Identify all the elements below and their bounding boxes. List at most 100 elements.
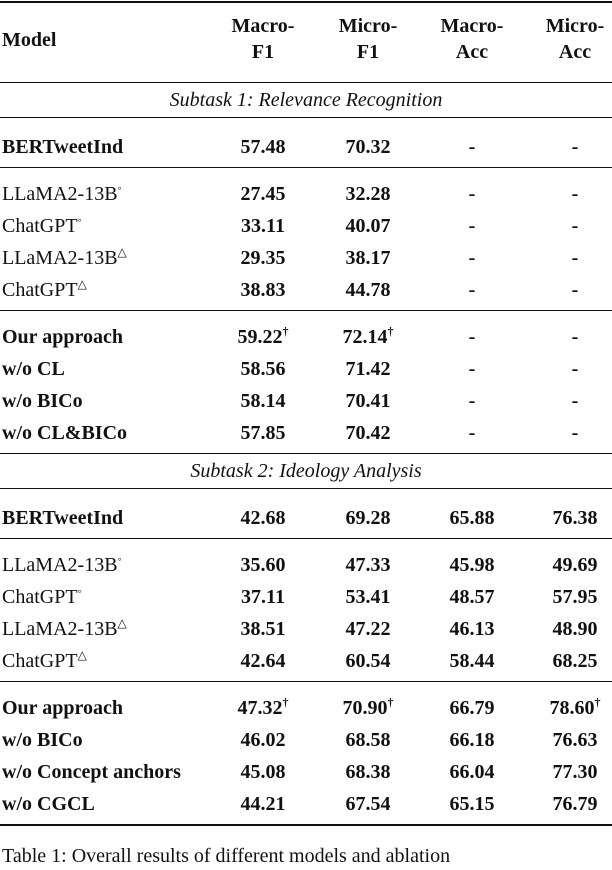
superscript-marker: † (282, 324, 289, 338)
value-cell: 68.58 (345, 729, 391, 751)
value-cell: 60.54 (345, 650, 391, 672)
model-name: w/o Concept anchors (2, 761, 181, 783)
cell-text: LLaMA2-13B (2, 183, 118, 205)
cell-text: 70.90 (342, 697, 388, 719)
cell-text: Our approach (2, 697, 123, 719)
value-cell: 47.32† (238, 696, 289, 720)
value-cell: 69.28 (345, 507, 391, 529)
model-name: Our approach (2, 696, 123, 720)
model-name: w/o BICo (2, 390, 83, 412)
value-cell: 57.95 (552, 586, 598, 608)
value-cell: - (468, 183, 476, 205)
value-cell: 70.42 (345, 422, 391, 444)
superscript-marker: † (387, 695, 394, 709)
section-title: Subtask 2: Ideology Analysis (190, 460, 422, 482)
value-cell: 38.51 (240, 618, 286, 640)
cell-text: ChatGPT (2, 215, 78, 237)
table-caption: Table 1: Overall results of different mo… (2, 845, 451, 867)
column-header: Micro- (338, 15, 398, 37)
table-rule (0, 538, 612, 539)
superscript-marker: △ (77, 648, 87, 662)
superscript-marker: ◦ (117, 181, 122, 195)
value-cell: 32.28 (345, 183, 391, 205)
value-cell: 35.60 (240, 554, 286, 576)
value-cell: 76.63 (552, 729, 598, 751)
value-cell: 58.44 (449, 650, 495, 672)
value-cell: - (571, 358, 579, 380)
cell-text: 47.32 (237, 697, 283, 719)
table-rule (0, 824, 612, 826)
column-header: Macro- (231, 15, 295, 37)
value-cell: 66.04 (449, 761, 495, 783)
value-cell: - (468, 422, 476, 444)
value-cell: - (468, 247, 476, 269)
value-cell: 59.22† (238, 325, 289, 349)
cell-text: 59.22 (237, 326, 283, 348)
column-header: F1 (356, 41, 380, 63)
table-rule (0, 681, 612, 682)
table-rule (0, 310, 612, 311)
column-header: Model (2, 29, 57, 51)
cell-text: LLaMA2-13B (2, 247, 118, 269)
cell-text: LLaMA2-13B (2, 554, 118, 576)
value-cell: - (571, 279, 579, 301)
value-cell: 38.17 (345, 247, 391, 269)
value-cell: 49.69 (552, 554, 598, 576)
cell-text: LLaMA2-13B (2, 618, 118, 640)
value-cell: 70.32 (345, 136, 391, 158)
model-name: ChatGPT△ (2, 278, 87, 302)
model-name: LLaMA2-13B△ (2, 246, 127, 270)
value-cell: 46.02 (240, 729, 286, 751)
value-cell: - (468, 358, 476, 380)
model-name: LLaMA2-13B△ (2, 617, 127, 641)
model-name: ChatGPT◦ (2, 585, 82, 609)
value-cell: - (571, 422, 579, 444)
value-cell: 42.64 (240, 650, 286, 672)
value-cell: 46.13 (449, 618, 495, 640)
table-rule (0, 167, 612, 168)
superscript-marker: † (594, 695, 601, 709)
model-name: w/o CL (2, 358, 65, 380)
column-header: F1 (251, 41, 275, 63)
value-cell: 27.45 (240, 183, 286, 205)
value-cell: 68.38 (345, 761, 391, 783)
cell-text: 66.79 (449, 697, 495, 719)
table-rule (0, 82, 612, 83)
value-cell: - (468, 326, 476, 348)
value-cell: - (468, 279, 476, 301)
value-cell: 33.11 (241, 215, 285, 237)
column-header: Acc (455, 41, 489, 63)
model-name: Our approach (2, 325, 123, 349)
value-cell: 70.41 (345, 390, 391, 412)
value-cell: - (468, 215, 476, 237)
cell-text: Our approach (2, 326, 123, 348)
value-cell: - (571, 215, 579, 237)
value-cell: 40.07 (345, 215, 391, 237)
value-cell: 66.18 (449, 729, 495, 751)
value-cell: - (468, 390, 476, 412)
value-cell: - (468, 136, 476, 158)
value-cell: 37.11 (241, 586, 285, 608)
value-cell: 65.88 (449, 507, 495, 529)
value-cell: - (571, 136, 579, 158)
cell-text: 72.14 (342, 326, 388, 348)
value-cell: 42.68 (240, 507, 286, 529)
cell-text: ChatGPT (2, 586, 78, 608)
value-cell: - (571, 390, 579, 412)
cell-text: ChatGPT (2, 650, 78, 672)
superscript-marker: △ (117, 245, 127, 259)
value-cell: 48.90 (552, 618, 598, 640)
value-cell: 44.78 (345, 279, 391, 301)
table-rule (0, 1, 612, 3)
model-name: BERTweetInd (2, 507, 124, 529)
section-title: Subtask 1: Relevance Recognition (169, 89, 443, 111)
table-rule (0, 117, 612, 118)
model-name: w/o CGCL (2, 793, 95, 815)
value-cell: - (571, 183, 579, 205)
table-rule (0, 488, 612, 489)
value-cell: 76.38 (552, 507, 598, 529)
model-name: LLaMA2-13B◦ (2, 553, 122, 577)
value-cell: 67.54 (345, 793, 391, 815)
value-cell: 57.48 (240, 136, 286, 158)
table-rule (0, 453, 612, 454)
